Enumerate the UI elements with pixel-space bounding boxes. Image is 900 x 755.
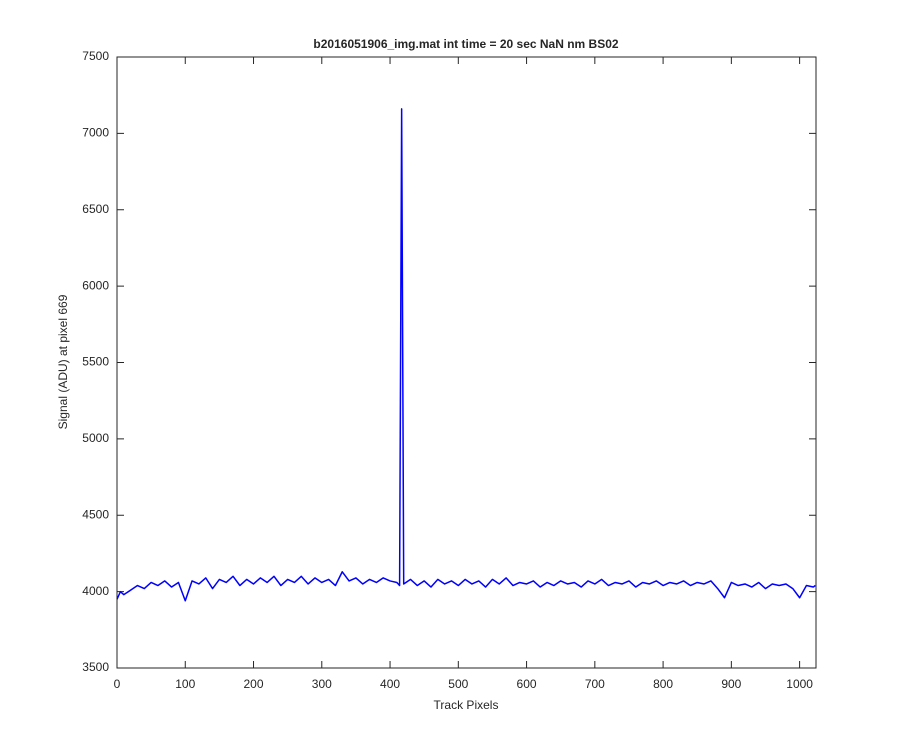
y-tick-label: 4000 bbox=[82, 584, 109, 598]
x-tick-label: 900 bbox=[721, 677, 741, 691]
y-tick-label: 7000 bbox=[82, 126, 109, 140]
axes-box bbox=[116, 56, 817, 669]
y-tick-label: 5500 bbox=[82, 355, 109, 369]
x-axis-label: Track Pixels bbox=[434, 698, 499, 712]
x-tick-label: 400 bbox=[380, 677, 400, 691]
y-tick-label: 5000 bbox=[82, 431, 109, 445]
y-tick-label: 6000 bbox=[82, 278, 109, 292]
x-tick-label: 600 bbox=[517, 677, 537, 691]
x-tick-label: 800 bbox=[653, 677, 673, 691]
x-tick-label: 0 bbox=[114, 677, 121, 691]
x-tick-label: 300 bbox=[312, 677, 332, 691]
data-line bbox=[116, 108, 816, 602]
y-tick-label: 3500 bbox=[82, 660, 109, 674]
y-tick-label: 6500 bbox=[82, 202, 109, 216]
x-tick-label: 100 bbox=[175, 677, 195, 691]
y-tick-label: 7500 bbox=[82, 49, 109, 63]
y-axis-label: Signal (ADU) at pixel 669 bbox=[56, 294, 70, 429]
x-tick-label: 1000 bbox=[786, 677, 813, 691]
x-tick-label: 500 bbox=[448, 677, 468, 691]
x-tick-label: 200 bbox=[244, 677, 264, 691]
x-tick-label: 700 bbox=[585, 677, 605, 691]
chart-title: b2016051906_img.mat int time = 20 sec Na… bbox=[313, 37, 618, 51]
y-tick-label: 4500 bbox=[82, 507, 109, 521]
